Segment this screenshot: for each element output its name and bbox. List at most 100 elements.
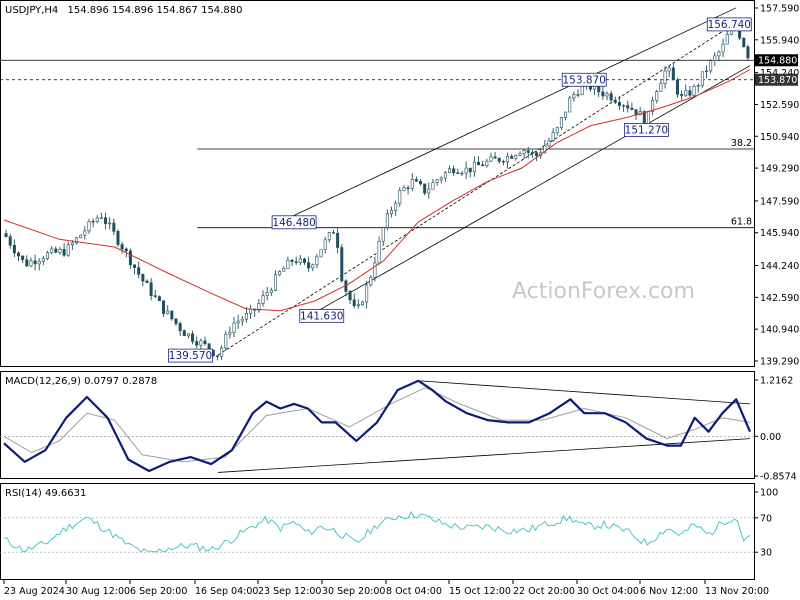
candle-body: [535, 152, 539, 157]
y-tick-label: 139.290: [760, 357, 799, 368]
watermark: ActionForex.com: [512, 279, 695, 304]
current-price-tag: [755, 54, 798, 67]
candle-body: [713, 55, 717, 61]
candle-body: [108, 222, 112, 225]
candle-body: [489, 156, 493, 162]
x-tick-label: 16 Sep 04:00: [195, 586, 258, 597]
candle-body: [199, 340, 203, 346]
candle-body: [725, 34, 729, 45]
candle-body: [427, 188, 431, 194]
candle-body: [145, 280, 149, 284]
candle-body: [435, 179, 439, 183]
candle-body: [526, 150, 530, 153]
candle-body: [381, 227, 385, 242]
candle-body: [510, 155, 514, 159]
macd-panel: [0, 379, 754, 473]
channel-line-0: [280, 7, 737, 223]
current-price-tag: [755, 73, 798, 86]
y-tick-label: 157.590: [760, 4, 799, 15]
candle-body: [149, 282, 153, 296]
macd-y-tick-label: -0.8574: [760, 472, 797, 483]
candle-body: [410, 179, 414, 189]
candle-body: [419, 180, 423, 185]
candle-body: [605, 93, 609, 97]
candle-body: [709, 60, 713, 72]
candle-body: [651, 100, 655, 112]
rsi-panel: [0, 510, 754, 553]
candle-body: [522, 150, 526, 154]
candle-body: [369, 277, 373, 286]
candle-body: [406, 187, 410, 189]
x-tick-label: 30 Sep 20:00: [322, 586, 385, 597]
price-label-box: [271, 215, 317, 230]
candle-body: [506, 155, 510, 163]
candle-body: [174, 318, 178, 324]
candle-body: [124, 248, 128, 252]
y-tick-label: 145.940: [760, 228, 799, 239]
candle-body: [448, 168, 452, 173]
candle-body: [244, 312, 248, 320]
x-tick-label: 30 Oct 04:00: [577, 586, 639, 597]
candle-body: [162, 300, 166, 314]
candle-body: [439, 177, 443, 181]
candle-body: [153, 295, 157, 297]
candle-body: [468, 167, 472, 173]
channel-line-1: [307, 65, 751, 317]
candle-body: [83, 230, 87, 236]
current-price-tag-label: 153.870: [758, 75, 797, 86]
candle-body: [41, 258, 45, 262]
x-tick-label: 6 Nov 12:00: [640, 586, 698, 597]
candle-body: [414, 179, 418, 182]
candle-body: [472, 161, 476, 173]
candle-body: [37, 260, 41, 265]
candle-body: [302, 258, 306, 263]
candle-body: [12, 244, 16, 254]
candle-body: [390, 210, 394, 214]
candle-body: [290, 259, 294, 262]
candle-body: [240, 318, 244, 322]
candle-body: [282, 268, 286, 272]
candle-body: [626, 105, 630, 109]
candle-body: [704, 70, 708, 73]
price-label-box: [168, 348, 213, 363]
candle-body: [551, 132, 555, 141]
candle-body: [518, 153, 522, 156]
fib-level-label: 38.2: [731, 138, 752, 149]
macd-panel-frame: [0, 371, 755, 479]
macd-y-tick-label: 1.2162: [760, 376, 793, 387]
macd-title: MACD(12,26,9) 0.0797 0.2878: [5, 376, 157, 387]
candle-body: [307, 262, 311, 269]
candle-body: [236, 320, 240, 324]
candle-body: [356, 304, 360, 307]
macd-y-tick-label: 0.00: [760, 432, 781, 443]
candle-body: [141, 274, 145, 282]
candle-body: [622, 105, 626, 107]
candle-body: [186, 333, 190, 337]
candle-body: [228, 332, 232, 335]
candle-body: [663, 70, 667, 84]
y-tick-label: 154.240: [760, 68, 799, 79]
candle-body: [220, 347, 224, 357]
price-label: 141.630: [300, 310, 343, 322]
candle-body: [464, 167, 468, 174]
candle-body: [501, 161, 505, 163]
x-tick-label: 13 Nov 20:00: [705, 586, 769, 597]
candle-body: [273, 274, 277, 291]
rsi-y-tick-label: 70: [760, 513, 772, 524]
candle-body: [443, 172, 447, 179]
candle-body: [493, 156, 497, 159]
candle-body: [340, 247, 344, 282]
y-tick-label: 144.240: [760, 261, 799, 272]
candle-body: [721, 43, 725, 53]
candle-body: [54, 248, 58, 253]
candle-body: [659, 83, 663, 92]
candle-body: [336, 232, 340, 248]
candle-body: [456, 172, 460, 174]
price-label: 151.270: [625, 124, 668, 136]
candle-body: [568, 97, 572, 113]
candle-body: [460, 172, 464, 175]
y-tick-label: 140.940: [760, 325, 799, 336]
fib-level-label: 61.8: [731, 217, 752, 228]
candle-body: [601, 91, 605, 97]
candle-body: [742, 37, 746, 48]
